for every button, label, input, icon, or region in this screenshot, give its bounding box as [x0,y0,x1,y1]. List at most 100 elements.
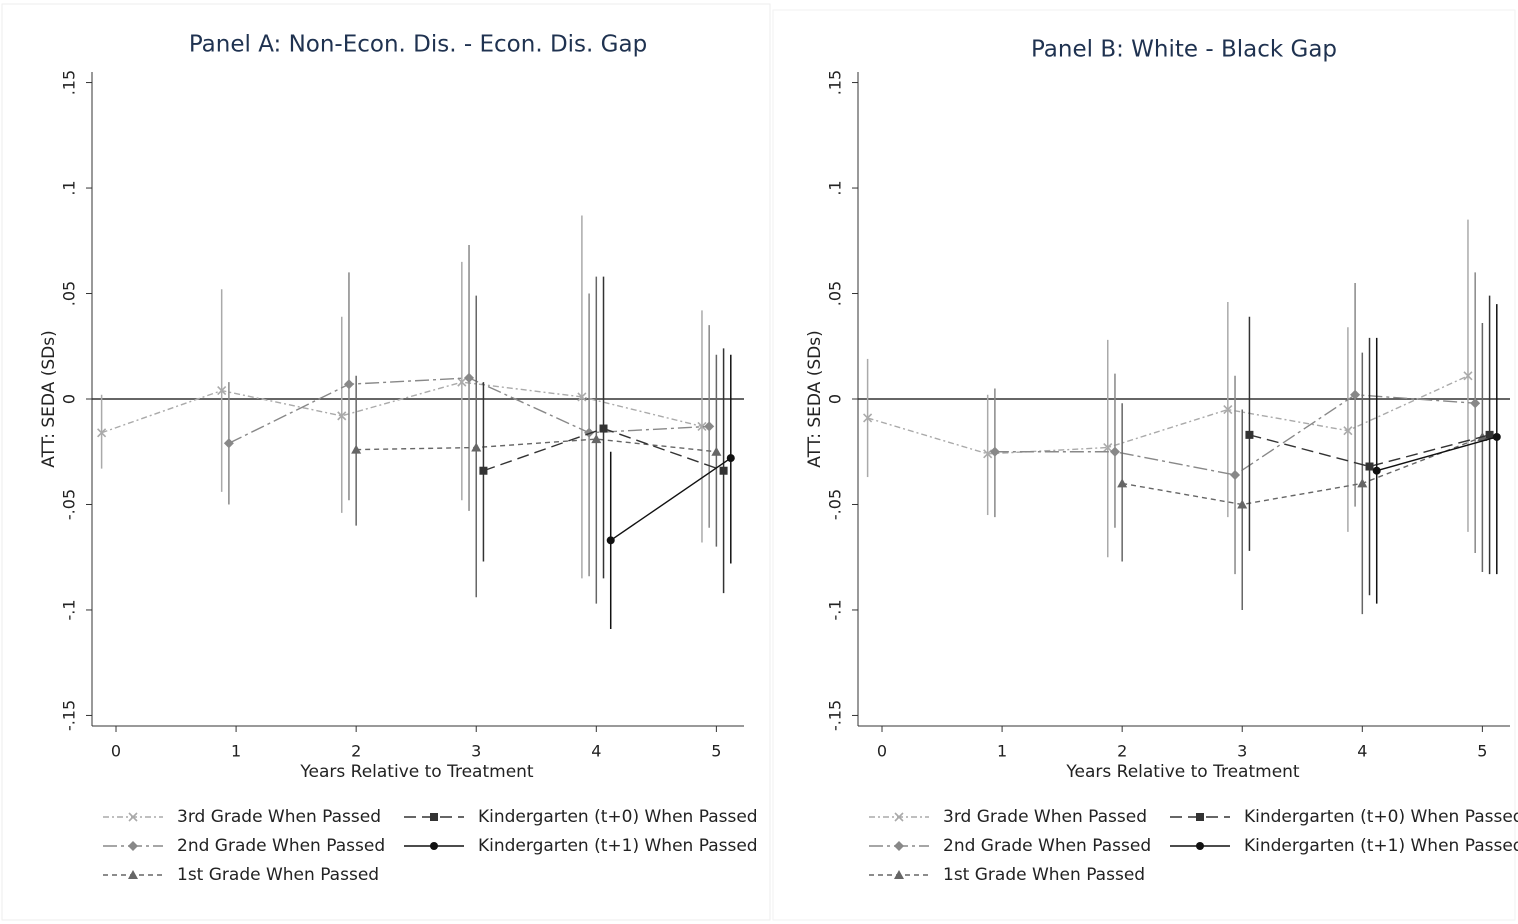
legend-label: Kindergarten (t+0) When Passed [1244,807,1518,827]
marker [719,466,728,475]
legend-marker [128,841,138,851]
marker [584,427,595,438]
marker [471,442,482,452]
marker [1343,426,1353,436]
marker [863,413,873,423]
y-tick-label: .1 [60,180,79,195]
y-tick-label: 0 [60,394,79,404]
marker [351,444,362,454]
marker [1245,430,1254,439]
x-tick-label: 3 [1237,742,1247,761]
marker [606,536,615,545]
marker [1109,446,1120,457]
marker [217,385,227,396]
legend-label: Kindergarten (t+1) When Passed [1244,836,1518,856]
marker [697,421,707,431]
marker [1230,469,1241,480]
marker [711,446,722,456]
series-line [610,457,732,541]
y-axis-title: ATT: SEDA (SDs) [805,330,825,467]
y-tick-label: -.15 [60,700,79,731]
x-axis-title: Years Relative to Treatment [1065,762,1300,782]
marker [726,454,735,463]
legend-label: 2nd Grade When Passed [943,836,1151,856]
y-tick-label: -.15 [826,700,845,731]
x-tick-label: 2 [351,742,361,761]
legend-label: 2nd Grade When Passed [177,836,385,856]
legend-marker [894,812,904,822]
legend-marker [430,842,438,850]
legend-marker [430,813,438,821]
marker [1463,371,1473,381]
legend-marker [1196,842,1204,850]
x-tick-label: 4 [591,742,601,761]
marker [577,392,587,402]
x-tick-label: 4 [1357,742,1367,761]
panel-frame [772,9,1516,921]
y-tick-label: -.1 [826,599,845,620]
y-tick-label: 0 [826,394,845,404]
legend-marker [894,841,904,851]
chart-title: Panel A: Non-Econ. Dis. - Econ. Dis. Gap [189,32,647,58]
y-tick-label: .05 [826,281,845,306]
x-tick-label: 5 [1477,742,1487,761]
marker [223,438,234,449]
legend-marker [128,870,138,879]
x-tick-label: 5 [711,742,721,761]
marker [983,449,993,459]
legend-marker [894,870,904,879]
marker [1470,398,1481,409]
legend-label: 3rd Grade When Passed [177,807,381,827]
y-tick-label: .05 [60,281,79,306]
chart-title: Panel B: White - Black Gap [1031,37,1337,63]
marker [1223,404,1233,415]
x-axis-title: Years Relative to Treatment [299,762,534,782]
marker [1237,499,1248,509]
marker [479,466,488,475]
x-tick-label: 1 [231,742,241,761]
y-tick-label: -.05 [60,489,79,520]
series-line [1249,434,1490,468]
x-tick-label: 0 [877,742,887,761]
x-tick-label: 2 [1117,742,1127,761]
legend-marker [128,812,138,822]
marker [704,421,715,432]
legend-label: 1st Grade When Passed [177,865,379,885]
marker [457,377,467,387]
series-line [867,375,1469,455]
series-line [1122,436,1483,506]
series-line [1376,436,1497,472]
series-line [356,438,717,453]
legend-label: 3rd Grade When Passed [943,807,1147,827]
marker [1485,430,1494,439]
x-tick-label: 3 [471,742,481,761]
marker [599,424,608,433]
legend-label: Kindergarten (t+0) When Passed [478,807,758,827]
x-tick-label: 1 [997,742,1007,761]
legend-marker [1196,813,1204,821]
series-line [994,394,1476,476]
y-axis-title: ATT: SEDA (SDs) [39,330,59,467]
marker [1350,389,1361,400]
y-tick-label: .15 [60,70,79,95]
y-tick-label: .15 [826,70,845,95]
x-tick-label: 0 [111,742,121,761]
marker [989,446,1000,457]
legend-label: 1st Grade When Passed [943,865,1145,885]
marker [591,434,602,444]
y-tick-label: .1 [826,180,845,195]
marker [1372,466,1381,475]
marker [337,411,347,421]
marker [1103,442,1113,453]
marker [1357,478,1368,488]
marker [1492,432,1501,441]
marker [97,428,107,438]
marker [1365,462,1374,471]
panel-frame [1,3,771,921]
y-tick-label: -.1 [60,599,79,620]
series-line [101,381,703,434]
marker [1117,478,1128,488]
marker [343,379,354,390]
legend-label: Kindergarten (t+1) When Passed [478,836,758,856]
